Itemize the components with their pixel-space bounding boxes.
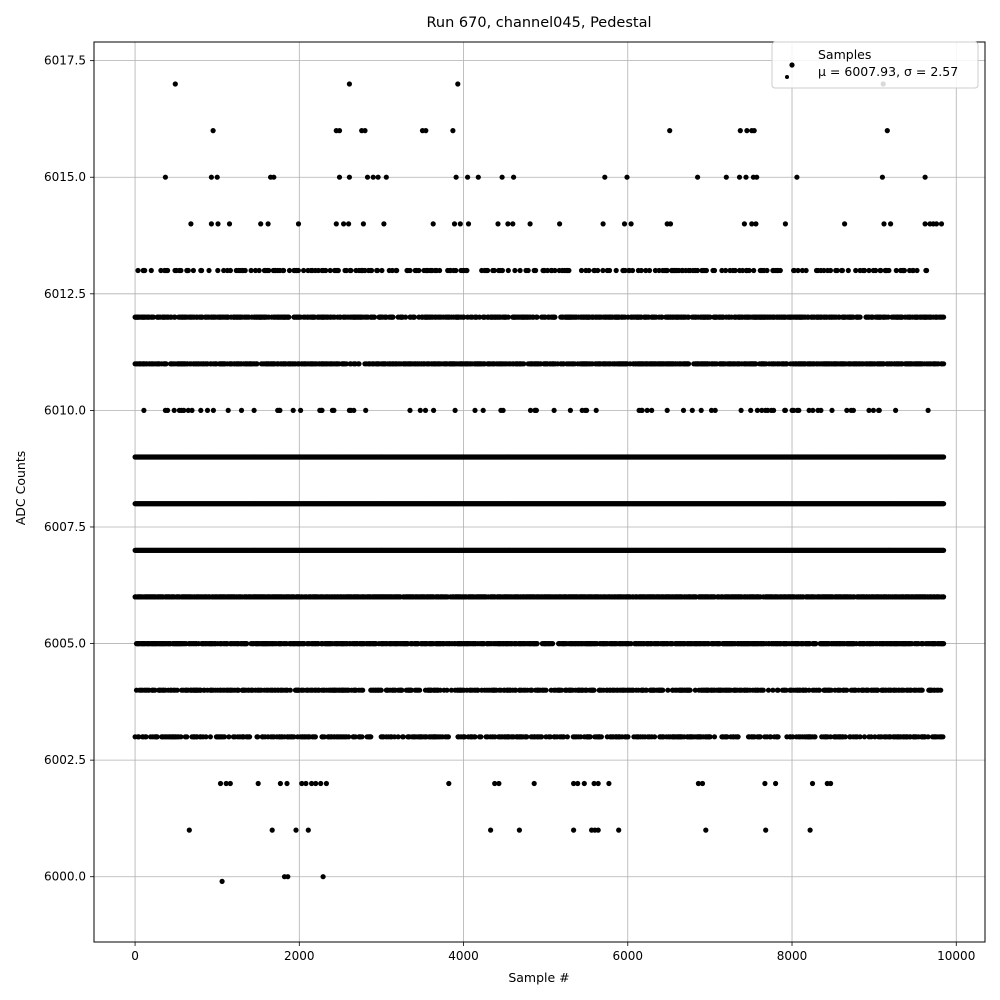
data-point [363, 407, 369, 413]
data-point [850, 407, 857, 413]
data-point [254, 361, 260, 367]
data-point [941, 454, 947, 460]
data-point [163, 361, 169, 367]
data-point [925, 407, 931, 413]
data-point [286, 314, 292, 320]
data-point [210, 407, 216, 413]
data-point [422, 407, 429, 413]
data-point [753, 361, 759, 367]
data-point [551, 407, 557, 413]
data-point [810, 407, 816, 413]
data-point [552, 314, 558, 320]
data-point [181, 407, 187, 413]
data-point [584, 407, 590, 413]
data-point [189, 407, 195, 413]
grid-lines [94, 42, 985, 942]
data-point [876, 407, 882, 413]
data-point [686, 361, 692, 367]
data-point [857, 314, 863, 320]
data-point [765, 407, 771, 413]
data-point [225, 407, 231, 413]
data-point [941, 314, 947, 320]
data-point [319, 407, 325, 413]
chart-title: Run 670, channel045, Pedestal [426, 15, 651, 31]
data-point [533, 407, 540, 413]
data-point [351, 407, 357, 413]
data-point [390, 314, 396, 320]
data-point [452, 407, 458, 413]
data-point [698, 407, 704, 413]
data-point [829, 407, 835, 413]
data-point [791, 407, 797, 413]
data-point [290, 407, 296, 413]
data-point [664, 407, 670, 413]
data-point [806, 407, 812, 413]
data-point [500, 407, 506, 413]
data-point [331, 407, 337, 413]
data-point [686, 314, 692, 320]
data-point [738, 407, 744, 413]
data-point [644, 407, 650, 413]
data-point [461, 314, 467, 320]
data-point [649, 407, 655, 413]
data-point [844, 407, 850, 413]
data-point [771, 407, 777, 413]
data-point [298, 407, 304, 413]
data-point [251, 407, 257, 413]
data-point [796, 407, 802, 413]
data-point [204, 407, 211, 413]
data-point [171, 407, 177, 413]
data-point [480, 407, 486, 413]
data-point [941, 501, 947, 507]
data-point [343, 361, 349, 367]
data-point [941, 361, 947, 367]
data-point [371, 314, 378, 320]
data-point [748, 407, 754, 413]
data-point [707, 314, 713, 320]
data-point [941, 547, 947, 553]
data-point [150, 314, 157, 320]
data-point [527, 407, 534, 413]
data-point [534, 314, 540, 320]
data-point [472, 407, 478, 413]
data-point [417, 407, 423, 413]
data-point [708, 407, 715, 413]
data-point [893, 407, 899, 413]
data-point [866, 407, 872, 413]
data-point [505, 314, 511, 320]
data-point [870, 407, 877, 413]
data-point [782, 407, 789, 413]
data-point [754, 407, 761, 413]
data-point [818, 407, 824, 413]
data-point [712, 407, 718, 413]
data-point [407, 407, 413, 413]
data-point [141, 407, 147, 413]
data-point [356, 361, 362, 367]
data-point [759, 407, 765, 413]
data-point [165, 407, 171, 413]
scatter-points [132, 81, 947, 885]
data-point [172, 314, 178, 320]
data-point [403, 314, 409, 320]
data-point [238, 407, 245, 413]
data-point [639, 407, 645, 413]
data-point [659, 314, 665, 320]
data-point [185, 407, 191, 413]
data-point [680, 407, 687, 413]
data-point [277, 407, 283, 413]
data-point [689, 407, 695, 413]
data-point [784, 361, 790, 367]
data-point [567, 407, 574, 413]
data-point [411, 314, 417, 320]
data-point [885, 314, 891, 320]
data-point [476, 314, 483, 320]
data-point [521, 361, 527, 367]
data-point [593, 407, 599, 413]
data-point [431, 407, 437, 413]
data-point [198, 407, 204, 413]
